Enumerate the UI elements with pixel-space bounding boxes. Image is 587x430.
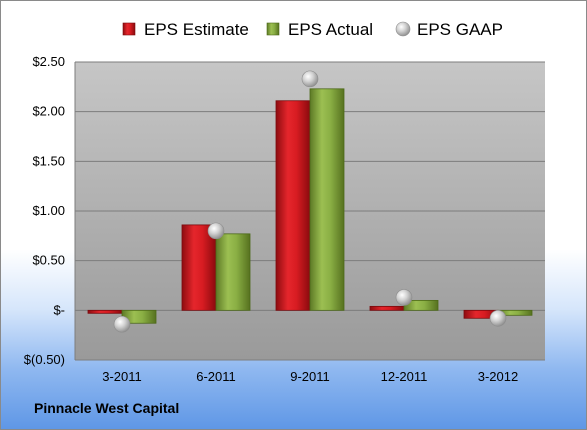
y-tick-label: $0.50 bbox=[32, 253, 65, 268]
x-tick-label: 12-2011 bbox=[381, 369, 428, 384]
legend-swatch bbox=[395, 21, 411, 37]
x-tick-label: 3-2011 bbox=[102, 369, 142, 384]
marker-eps-gaap bbox=[395, 289, 413, 306]
bar-eps-estimate bbox=[87, 309, 123, 314]
y-tick-label: $1.50 bbox=[32, 153, 65, 168]
y-tick-label: $1.00 bbox=[32, 203, 65, 218]
marker-eps-gaap bbox=[113, 315, 131, 333]
legend-label: EPS Estimate bbox=[144, 20, 249, 39]
company-name: Pinnacle West Capital bbox=[34, 400, 180, 416]
legend-label: EPS GAAP bbox=[417, 20, 503, 39]
marker-eps-gaap bbox=[207, 222, 225, 240]
x-tick-label: 9-2011 bbox=[290, 369, 330, 384]
y-tick-label: $- bbox=[53, 302, 65, 317]
bar-eps-actual bbox=[215, 233, 251, 311]
y-tick-label: $(0.50) bbox=[24, 352, 65, 367]
marker-eps-gaap bbox=[301, 70, 319, 88]
bar-eps-estimate bbox=[181, 224, 217, 311]
bar-eps-estimate bbox=[275, 100, 311, 311]
bar-eps-actual bbox=[309, 88, 345, 311]
marker-eps-gaap bbox=[489, 309, 507, 327]
x-tick-label: 6-2011 bbox=[196, 369, 236, 384]
legend-swatch bbox=[266, 22, 280, 36]
y-tick-label: $2.00 bbox=[32, 104, 65, 119]
y-tick-label: $2.50 bbox=[32, 54, 65, 69]
bar-eps-estimate bbox=[369, 305, 405, 311]
x-tick-label: 3-2012 bbox=[478, 369, 518, 384]
legend-swatch bbox=[122, 22, 136, 36]
legend-label: EPS Actual bbox=[288, 20, 373, 39]
